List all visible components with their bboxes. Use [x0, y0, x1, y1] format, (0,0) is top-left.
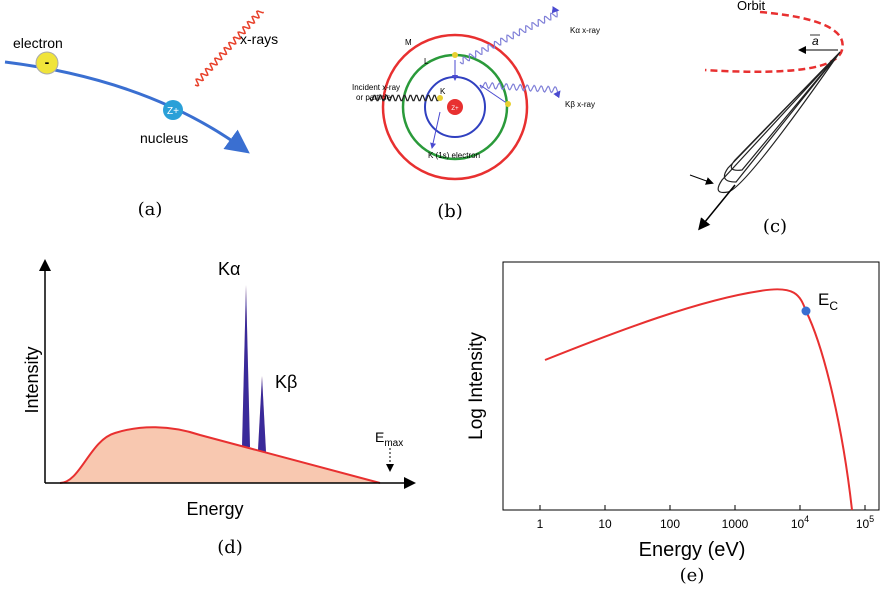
e-max-label: Emax [375, 429, 403, 449]
x-tick-label: 1 [537, 517, 544, 531]
base: 10 [856, 517, 870, 531]
panel-b: Z+ M L K Incident x-ray or particle Kα x… [352, 6, 600, 222]
y-label: Log Intensity [466, 332, 487, 440]
caption: (c) [763, 216, 787, 237]
electron [452, 52, 458, 58]
nucleus-charge: Z+ [451, 106, 459, 112]
panel-c: Orbit a (c) [689, 0, 844, 237]
subscript: max [384, 438, 403, 449]
spectrum-line [59, 426, 381, 484]
base: 10 [791, 517, 805, 531]
electron-charge: - [45, 54, 50, 70]
electron-label: electron [13, 35, 63, 51]
k-alpha-wave [459, 6, 560, 65]
x-rays-label: x-rays [240, 31, 278, 47]
x-label: Energy (eV) [639, 539, 746, 561]
incident-label: or particle [356, 93, 392, 102]
shell-m [381, 33, 529, 181]
k-beta-label: Kβ [275, 372, 297, 392]
incident-wave [369, 94, 441, 102]
k-electron-label: K (1s) electron [428, 151, 480, 160]
plot-frame [502, 261, 880, 511]
electron [437, 95, 443, 101]
exponent: 4 [804, 514, 809, 524]
symbol: E [818, 290, 829, 309]
nucleus-label: nucleus [140, 130, 188, 146]
orbit [704, 10, 844, 74]
panel-d: Kα Kβ Emax Intensity Energy (d) [22, 259, 416, 558]
x-tick-label: 105 [856, 514, 874, 531]
panel-e: EC Log Intensity Energy (eV) (e) 1 10 100 1… [466, 261, 880, 586]
spectrum-curve [544, 288, 853, 511]
x-tick-label: 100 [660, 517, 680, 531]
nucleus-charge: Z+ [167, 106, 179, 117]
nucleus-dot [447, 99, 463, 115]
electron-dot [35, 51, 59, 75]
shell-label: L [424, 57, 429, 66]
angle-mark [689, 174, 714, 185]
k-beta-wave [479, 81, 561, 99]
x-tick-label: 1000 [722, 517, 749, 531]
transition [479, 84, 509, 105]
ejected-electron [430, 111, 441, 149]
electron [505, 101, 511, 107]
x-tick-label: 104 [791, 514, 809, 531]
x-label: Energy [186, 499, 243, 519]
symbol: E [375, 429, 384, 445]
x-tick-label: 10 [598, 517, 612, 531]
critical-point [801, 306, 811, 316]
k-alpha-label: Kα x-ray [570, 26, 600, 35]
subscript: C [829, 299, 838, 313]
y-label: Intensity [22, 346, 42, 413]
nucleus-dot [163, 100, 183, 120]
velocity-arrow [698, 184, 736, 231]
spectrum-fill [60, 285, 380, 483]
caption: (b) [437, 201, 463, 222]
electron-path [4, 60, 250, 154]
caption: (a) [138, 199, 163, 220]
incident-label: Incident x-ray [352, 83, 400, 92]
shell-label: K [440, 87, 446, 96]
peaks [242, 285, 266, 452]
x-ray-wave [194, 10, 264, 87]
acceleration-label: a [812, 34, 819, 48]
orbit-label: Orbit [737, 0, 766, 13]
k-alpha-label: Kα [218, 259, 240, 279]
critical-label: EC [818, 290, 838, 313]
exponent: 5 [869, 514, 874, 524]
radiation-cone [717, 51, 841, 194]
panel-a: - electron Z+ nucleus x-rays (a) [4, 10, 278, 220]
caption: (d) [217, 537, 243, 558]
shell-label: M [405, 38, 412, 47]
k-beta-label: Kβ x-ray [565, 100, 595, 109]
caption: (e) [680, 565, 705, 586]
